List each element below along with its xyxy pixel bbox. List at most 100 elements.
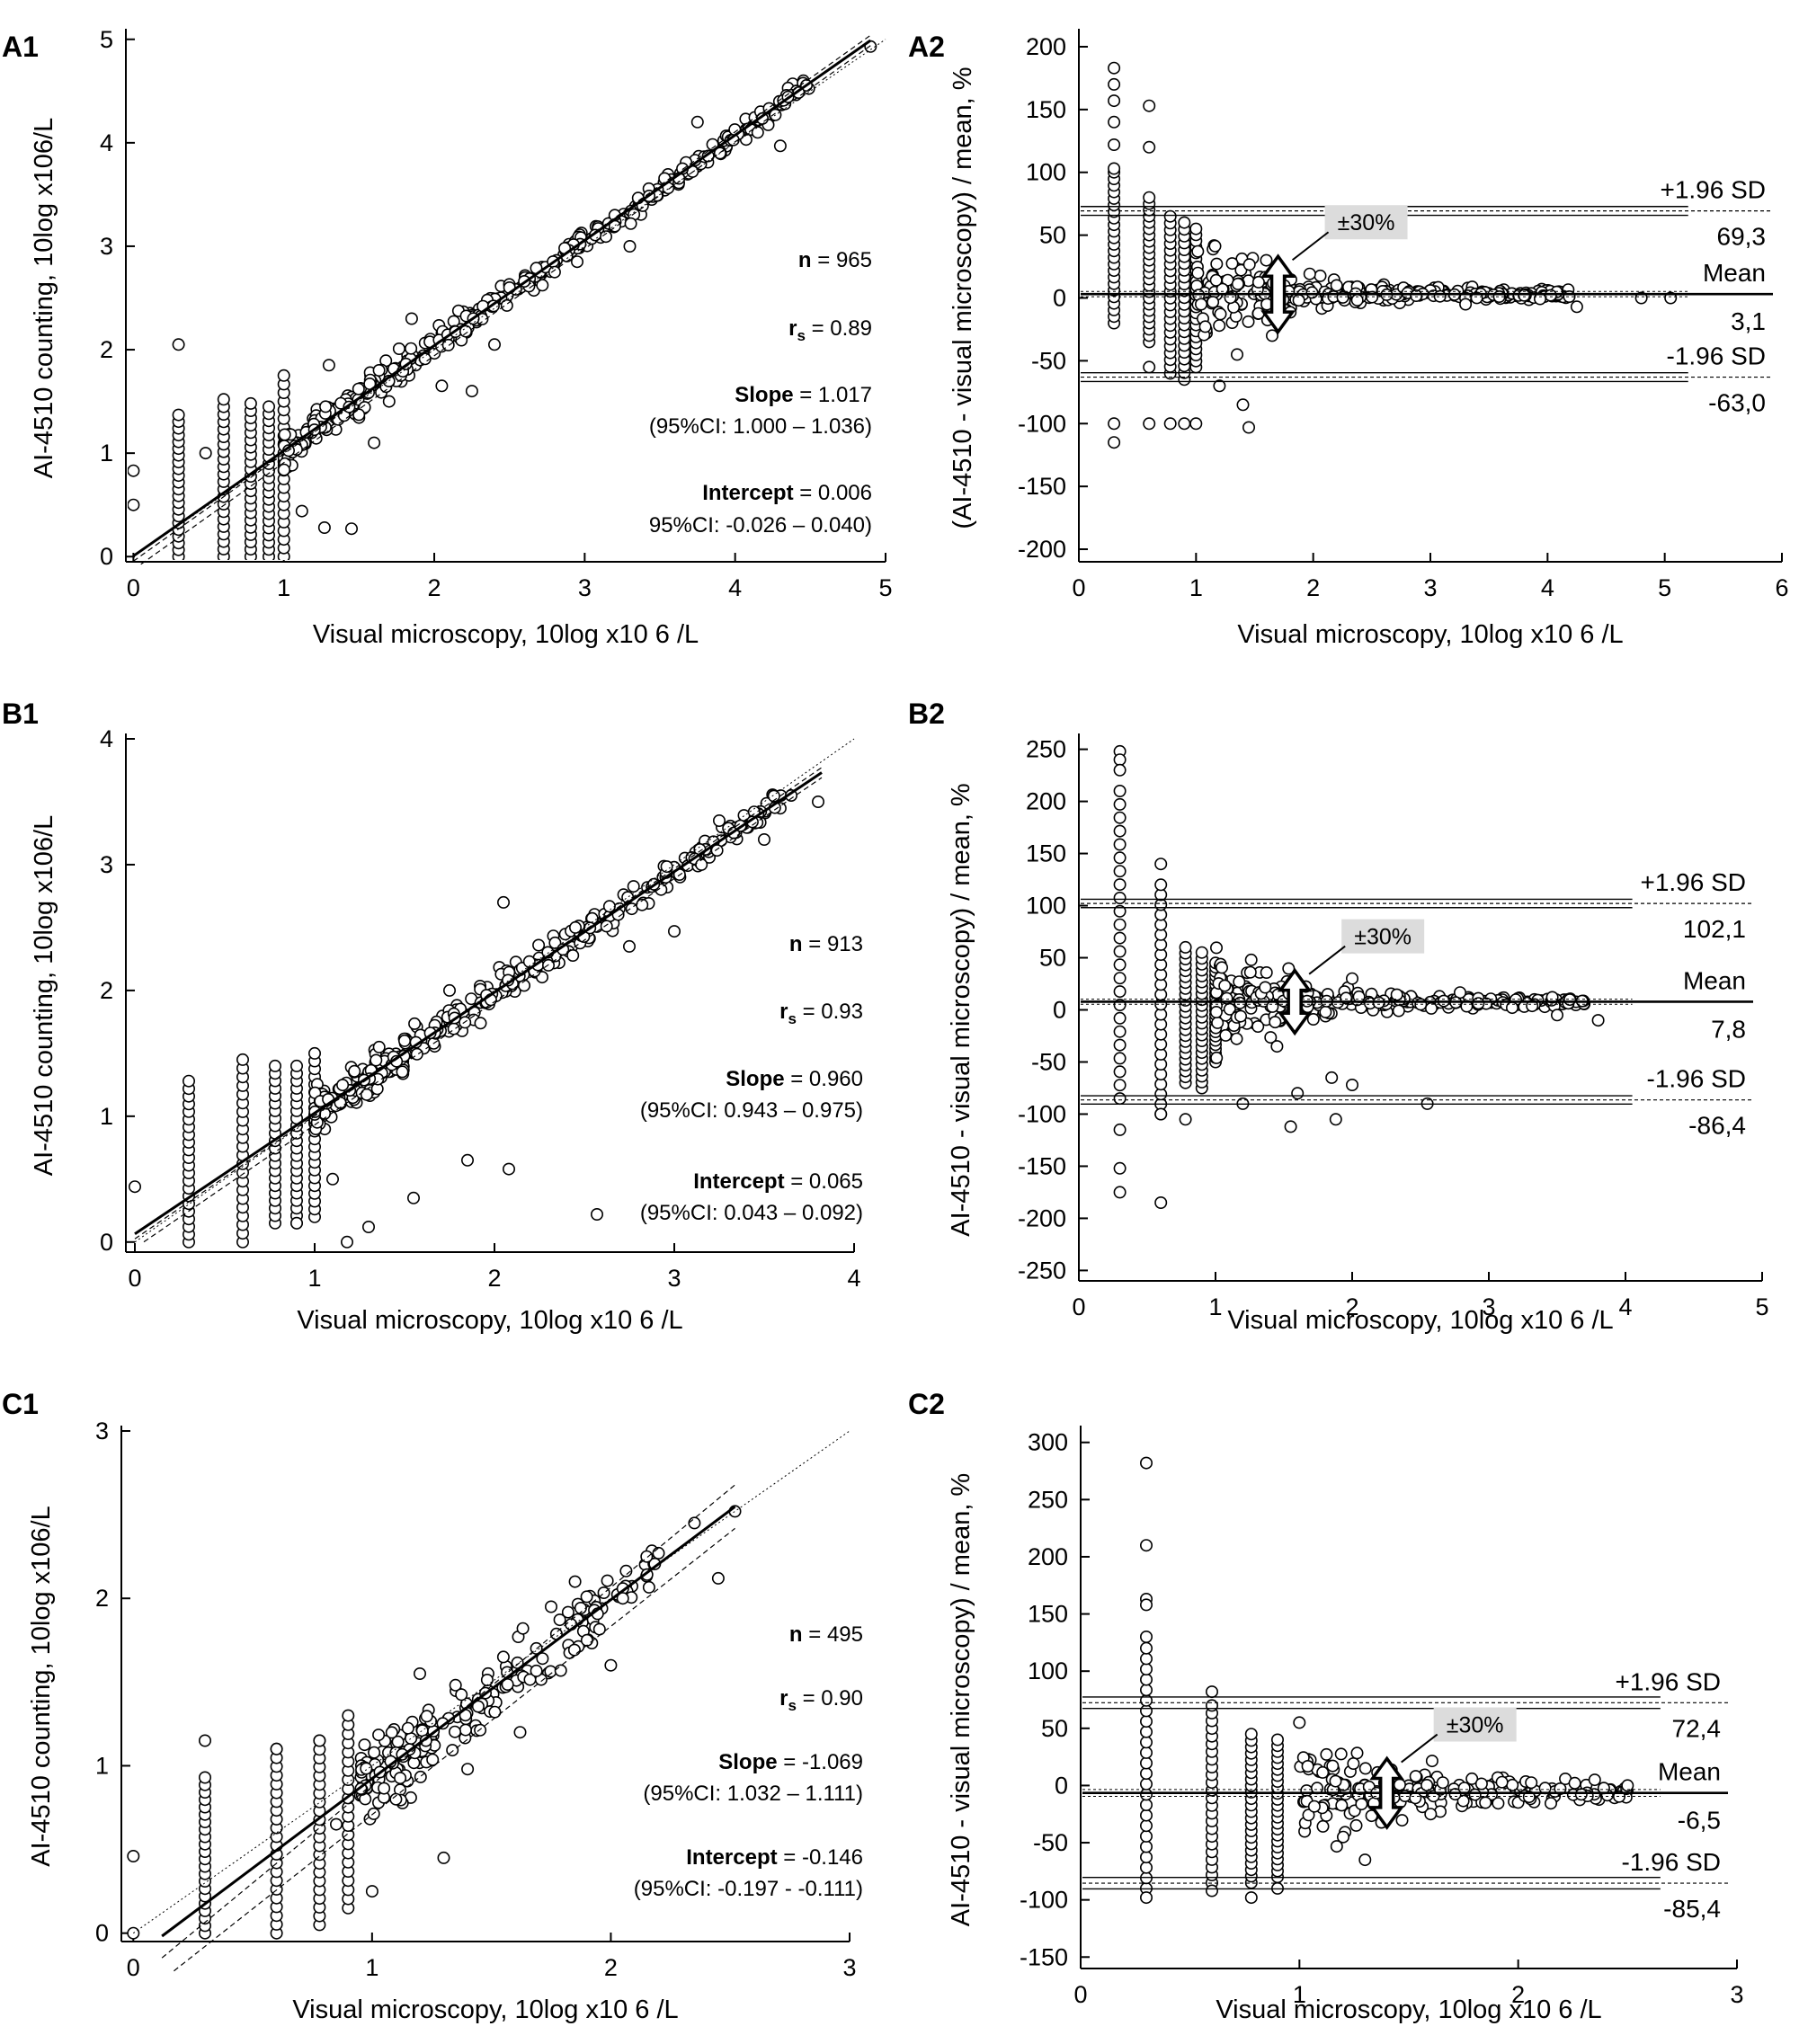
x-tick-label: 3 (1423, 574, 1437, 601)
data-point (604, 1658, 618, 1672)
data-point (365, 1885, 379, 1898)
data-point (420, 1710, 433, 1723)
data-point (172, 408, 185, 422)
x-axis-label: Visual microscopy, 10log x10 6 /L (1227, 1306, 1613, 1335)
data-point (501, 1678, 514, 1692)
data-point (401, 1721, 414, 1735)
data-point (1140, 1840, 1153, 1853)
x-tick-label: 2 (1306, 574, 1320, 601)
pct-label-box (1433, 1707, 1517, 1742)
data-point (1195, 946, 1208, 959)
data-point (1251, 307, 1265, 320)
data-point (710, 844, 724, 858)
data-point (394, 1772, 407, 1785)
y-tick-label: -150 (1018, 1152, 1066, 1179)
lower-loa-value: -86,4 (1688, 1112, 1746, 1140)
data-point (1234, 1009, 1248, 1023)
data-point (1270, 1040, 1284, 1053)
panel-label: A1 (2, 31, 39, 63)
y-tick-label: 50 (1039, 222, 1066, 249)
data-point (580, 1590, 593, 1604)
y-tick-label: 1 (100, 440, 113, 467)
data-point (396, 1065, 409, 1079)
data-point (1210, 1051, 1224, 1064)
data-point (580, 1633, 593, 1647)
data-point (1140, 1819, 1153, 1833)
data-point (642, 1580, 655, 1594)
data-point (1621, 1779, 1634, 1792)
data-point (1259, 981, 1272, 994)
data-point (1179, 940, 1192, 954)
data-point (1216, 961, 1229, 974)
data-point (183, 1074, 196, 1088)
data-point (460, 1153, 474, 1167)
x-tick-label: 4 (1541, 574, 1554, 601)
y-tick-label: 4 (100, 129, 113, 156)
pct-double-arrow (1277, 967, 1313, 1036)
data-point (773, 139, 787, 153)
data-point (1570, 300, 1583, 314)
data-point (474, 1017, 487, 1030)
data-point (336, 1079, 350, 1092)
stat-rs-sub: s (788, 1697, 796, 1714)
stat-intercept: Intercept = 0.006 (702, 481, 872, 505)
y-tick-label: 0 (1053, 997, 1066, 1024)
data-point (624, 217, 637, 230)
data-point (1325, 1071, 1339, 1084)
stat-n-value: = 965 (812, 248, 872, 272)
stat-slope: Slope = 1.017 (735, 383, 872, 407)
data-point (1448, 1788, 1462, 1801)
stat-intercept-key: Intercept (686, 1845, 777, 1870)
x-tick-label: 3 (667, 1265, 681, 1292)
data-point (360, 1088, 373, 1101)
data-point (1392, 1004, 1405, 1018)
data-point (358, 1738, 371, 1752)
y-tick-label: 0 (1053, 285, 1066, 312)
data-point (1314, 269, 1327, 282)
mean-value: 7,8 (1711, 1015, 1746, 1043)
y-tick-label: 250 (1026, 736, 1066, 763)
data-point (1316, 1765, 1330, 1779)
data-point (553, 1613, 566, 1627)
data-point (619, 1564, 633, 1577)
data-point (1113, 1038, 1127, 1052)
x-tick-label: 0 (127, 1954, 140, 1981)
data-point (1140, 1641, 1153, 1655)
data-point (1113, 891, 1127, 904)
stat-slope: Slope = -1.069 (718, 1750, 863, 1774)
stat-n-key: n (789, 1622, 803, 1647)
data-point (217, 393, 230, 406)
stat-rs-sub: s (797, 327, 805, 344)
panel-c1: C1 0 1 2 3 0 1 2 3 Visual microscopy, 10log x10 6… (2, 1388, 863, 2024)
mean-label: Mean (1703, 259, 1766, 287)
data-point (544, 1665, 557, 1678)
data-point (1108, 115, 1121, 129)
data-point (1306, 1013, 1320, 1026)
y-tick-label: 250 (1028, 1486, 1068, 1513)
data-point (1206, 1699, 1219, 1712)
data-point (1140, 1767, 1153, 1781)
data-point (568, 920, 582, 934)
pct-double-arrow (1369, 1755, 1405, 1830)
data-point (592, 1622, 606, 1636)
data-point (1113, 865, 1127, 878)
data-point (1140, 1704, 1153, 1718)
x-tick-label: 4 (728, 574, 742, 601)
x-axis-label: Visual microscopy, 10log x10 6 /L (297, 1306, 682, 1335)
identity-line (133, 39, 886, 557)
upper-loa-value: 102,1 (1683, 915, 1746, 943)
x-tick-label: 2 (428, 574, 441, 601)
data-point (1113, 824, 1127, 838)
x-tick-label: 0 (1072, 574, 1085, 601)
data-point (1113, 784, 1127, 797)
data-point (544, 1600, 557, 1613)
data-point (313, 1734, 326, 1747)
data-point (368, 436, 381, 449)
data-point (1143, 360, 1156, 374)
data-point (1113, 1092, 1127, 1106)
x-tick-label: 5 (1755, 1293, 1768, 1320)
stat-n: n = 913 (789, 932, 863, 956)
stat-intercept-value: = -0.146 (778, 1845, 863, 1870)
data-point (408, 1017, 422, 1030)
stat-rs-sub: s (788, 1010, 796, 1027)
